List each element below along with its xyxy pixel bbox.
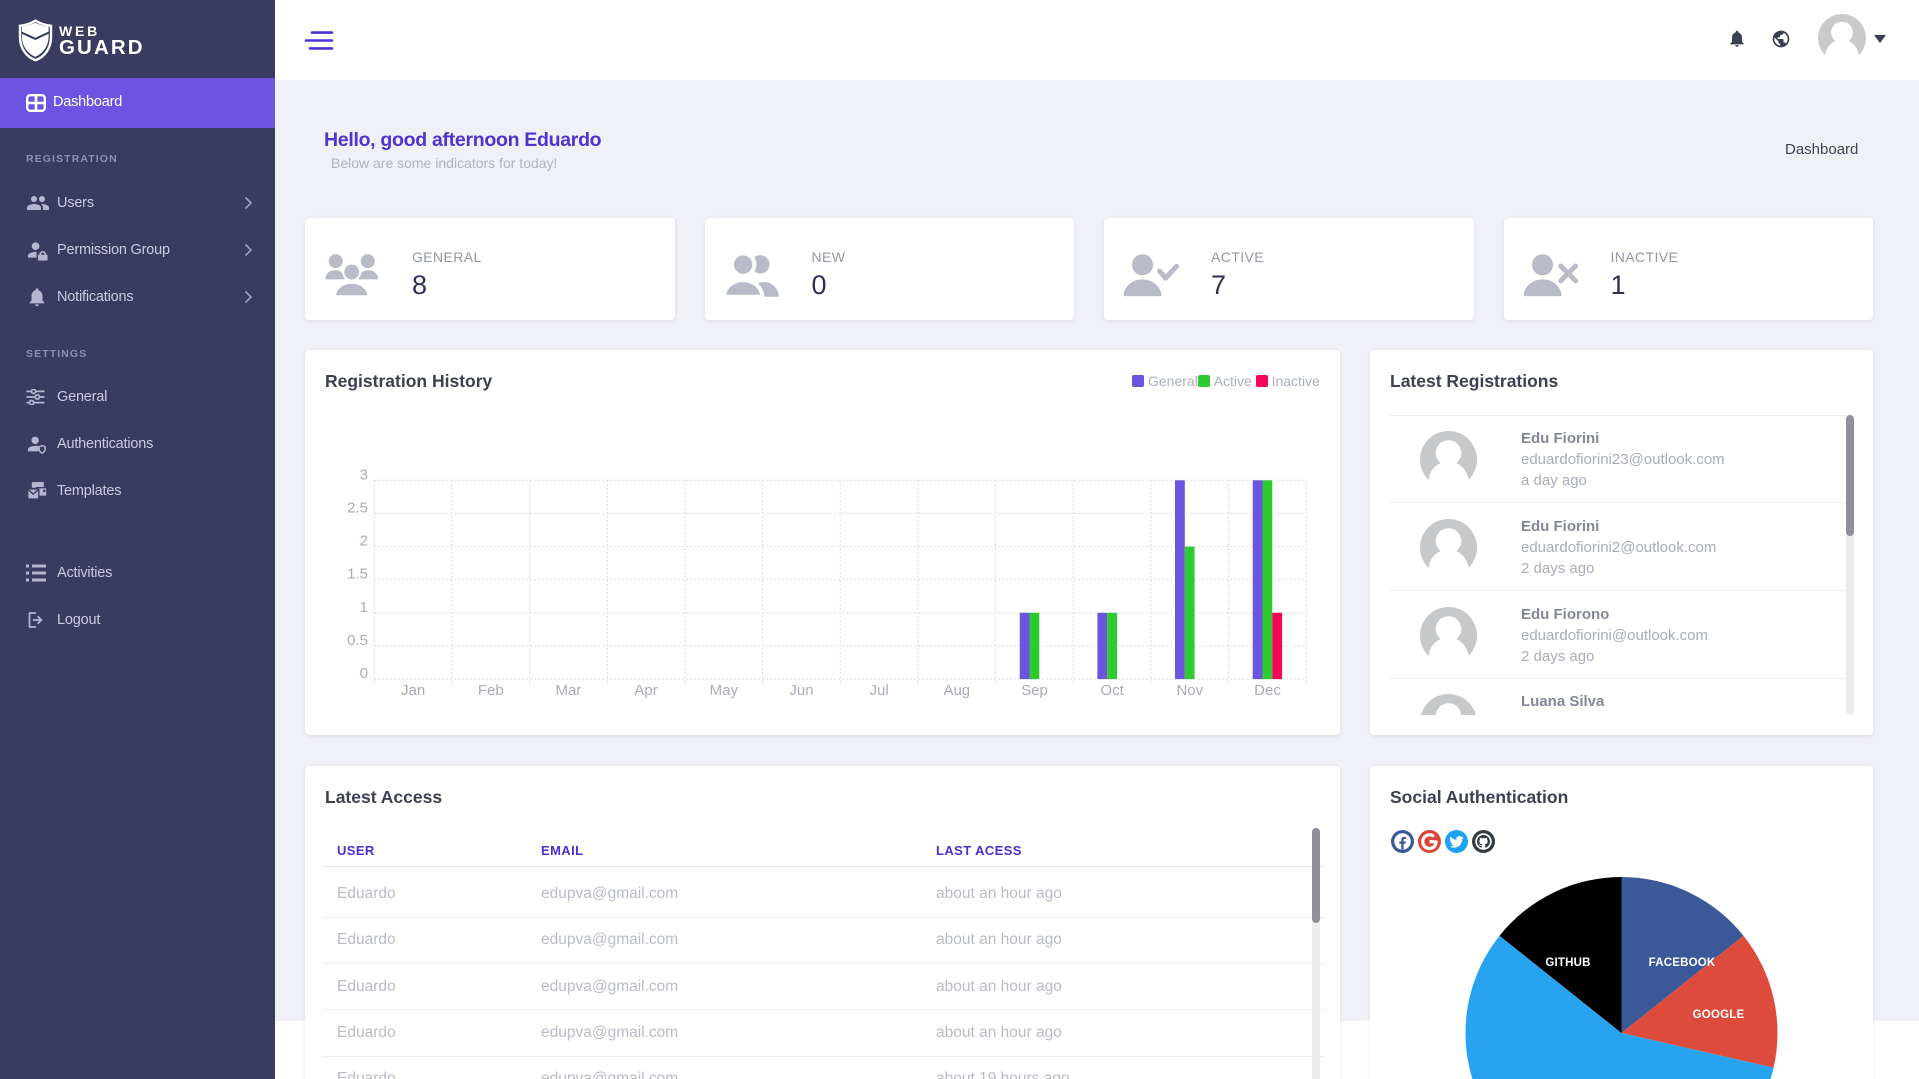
svg-text:Jun: Jun xyxy=(789,682,813,699)
svg-text:May: May xyxy=(710,682,739,699)
svg-text:Jan: Jan xyxy=(401,682,425,699)
svg-text:Apr: Apr xyxy=(634,682,657,699)
svg-text:Dec: Dec xyxy=(1254,682,1281,699)
svg-text:Sep: Sep xyxy=(1021,682,1048,699)
svg-text:Feb: Feb xyxy=(478,682,504,699)
svg-text:1: 1 xyxy=(360,599,368,616)
svg-text:0.5: 0.5 xyxy=(347,632,368,649)
svg-text:0: 0 xyxy=(360,665,368,682)
svg-text:2.5: 2.5 xyxy=(347,499,368,516)
svg-text:3: 3 xyxy=(360,466,368,483)
svg-text:1.5: 1.5 xyxy=(347,566,368,583)
svg-text:2: 2 xyxy=(360,533,368,550)
svg-text:Jul: Jul xyxy=(870,682,889,699)
svg-text:Mar: Mar xyxy=(555,682,581,699)
svg-text:Nov: Nov xyxy=(1176,682,1203,699)
svg-text:Oct: Oct xyxy=(1100,682,1124,699)
svg-text:Aug: Aug xyxy=(943,682,970,699)
